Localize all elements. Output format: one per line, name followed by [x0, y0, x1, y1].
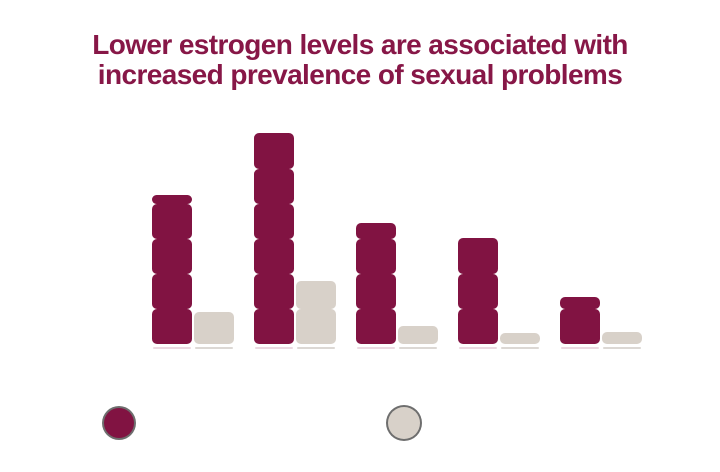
bar-dark-g3 [356, 223, 396, 349]
bar-block [458, 309, 498, 344]
bar-block [356, 239, 396, 274]
bar-block [458, 274, 498, 309]
bar-block [560, 309, 600, 344]
bar-block [356, 274, 396, 309]
bar-group-3 [356, 223, 438, 349]
bar-block [560, 297, 600, 309]
bar-block [254, 309, 294, 344]
bar-block [398, 326, 438, 344]
legend-dot-light-icon [388, 407, 420, 439]
bar-group-1 [152, 195, 234, 349]
bar-light-g2 [296, 281, 336, 349]
bar-dark-g4 [458, 238, 498, 349]
bar-block [254, 204, 294, 239]
bar-block [254, 169, 294, 204]
chart-title-line2: increased prevalence of sexual problems [97, 59, 623, 90]
bar-block [500, 333, 540, 344]
bar-light-g1 [194, 312, 234, 349]
bar-light-g4 [500, 333, 540, 349]
bar-dark-g2 [254, 133, 294, 349]
bar-light-g5 [602, 332, 642, 349]
bar-dark-g5 [560, 297, 600, 349]
bar-block [152, 195, 192, 204]
bar-group-4 [458, 238, 540, 349]
bar-block [254, 239, 294, 274]
bar-group-2 [254, 133, 336, 349]
bar-block [254, 133, 294, 169]
bar-light-g3 [398, 326, 438, 349]
bar-block [296, 281, 336, 309]
legend-dot-dark-icon [104, 408, 134, 438]
bar-block [356, 309, 396, 344]
bar-chart-plot-area [152, 133, 652, 349]
bar-block [296, 309, 336, 344]
bar-dark-g1 [152, 195, 192, 349]
bar-block [254, 274, 294, 309]
bar-block [152, 309, 192, 344]
bar-block [152, 274, 192, 309]
bar-block [152, 239, 192, 274]
bar-group-5 [560, 297, 642, 349]
bar-block [194, 312, 234, 344]
bar-block [602, 332, 642, 344]
bar-block [356, 223, 396, 239]
chart-title: Lower estrogen levels are associated wit… [0, 30, 720, 90]
bar-block [152, 204, 192, 239]
chart-title-line1: Lower estrogen levels are associated wit… [92, 29, 628, 60]
bar-block [458, 238, 498, 274]
